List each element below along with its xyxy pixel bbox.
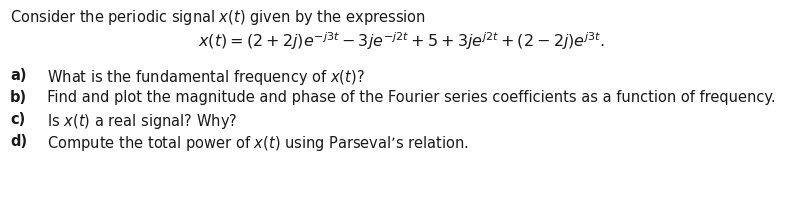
Text: b): b) xyxy=(10,90,27,104)
Text: Compute the total power of $x(t)$ using Parseval’s relation.: Compute the total power of $x(t)$ using … xyxy=(38,133,468,152)
Text: Find and plot the magnitude and phase of the Fourier series coefficients as a fu: Find and plot the magnitude and phase of… xyxy=(38,90,776,104)
Text: c): c) xyxy=(10,111,25,126)
Text: What is the fundamental frequency of $x(t)$?: What is the fundamental frequency of $x(… xyxy=(38,68,365,87)
Text: d): d) xyxy=(10,133,27,148)
Text: Is $x(t)$ a real signal? Why?: Is $x(t)$ a real signal? Why? xyxy=(38,111,237,130)
Text: Consider the periodic signal $x(t)$ given by the expression: Consider the periodic signal $x(t)$ give… xyxy=(10,8,426,27)
Text: $x(t) = (2 + 2j)e^{-j3t} - 3je^{-j2t} + 5 + 3je^{j2t} + (2 - 2j)e^{j3t}.$: $x(t) = (2 + 2j)e^{-j3t} - 3je^{-j2t} + … xyxy=(197,30,605,51)
Text: a): a) xyxy=(10,68,26,83)
